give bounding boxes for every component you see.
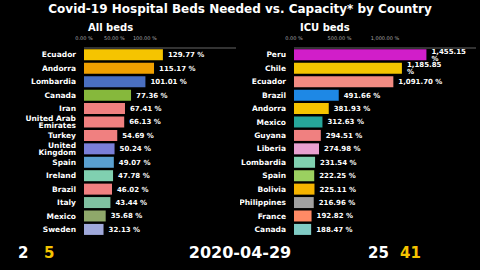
svg-text:225.11 %: 225.11 % xyxy=(319,186,355,194)
svg-text:192.82 %: 192.82 % xyxy=(317,212,353,220)
svg-text:231.54 %: 231.54 % xyxy=(320,159,356,167)
svg-text:101.01 %: 101.01 % xyxy=(150,78,186,86)
svg-text:50.00 %: 50.00 % xyxy=(104,36,125,41)
html-text:1,455.15: 1,455.15 xyxy=(431,47,466,56)
svg-text:129.77 %: 129.77 % xyxy=(168,51,204,59)
svg-text:Guyana: Guyana xyxy=(254,131,286,140)
svg-text:491.66 %: 491.66 % xyxy=(344,92,380,100)
svg-text:Canada: Canada xyxy=(45,91,76,100)
svg-text:43.44 %: 43.44 % xyxy=(115,199,147,207)
svg-text:274.98 %: 274.98 % xyxy=(324,145,360,153)
html-text:25: 25 xyxy=(368,244,389,262)
svg-text:49.07 %: 49.07 % xyxy=(119,159,151,167)
svg-text:Bolivia: Bolivia xyxy=(257,185,286,194)
svg-text:Liberia: Liberia xyxy=(257,144,286,153)
svg-text:United ArabEmirates: United ArabEmirates xyxy=(25,114,76,131)
svg-text:Peru: Peru xyxy=(266,50,286,59)
svg-text:Chile: Chile xyxy=(265,64,286,73)
svg-text:Ecuador: Ecuador xyxy=(252,77,286,86)
svg-text:Ecuador: Ecuador xyxy=(42,50,76,59)
svg-text:Iran: Iran xyxy=(59,104,76,113)
svg-text:Turkey: Turkey xyxy=(48,131,76,140)
svg-text:Andorra: Andorra xyxy=(42,64,76,73)
svg-text:77.36 %: 77.36 % xyxy=(136,92,168,100)
svg-text:381.93 %: 381.93 % xyxy=(334,105,370,113)
html-text:2: 2 xyxy=(18,244,29,262)
svg-text:1,000.00 %: 1,000.00 % xyxy=(371,36,400,41)
svg-text:UnitedKingdom: UnitedKingdom xyxy=(39,141,77,158)
svg-text:Spain: Spain xyxy=(52,158,76,167)
svg-text:Mexico: Mexico xyxy=(46,212,76,221)
svg-text:0.00 %: 0.00 % xyxy=(75,36,93,41)
svg-text:216.96 %: 216.96 % xyxy=(319,199,355,207)
svg-text:32.13 %: 32.13 % xyxy=(109,226,141,234)
svg-text:Sweden: Sweden xyxy=(43,225,76,234)
svg-text:Philippines: Philippines xyxy=(240,198,287,207)
svg-text:294.51 %: 294.51 % xyxy=(326,132,362,140)
svg-text:50.24 %: 50.24 % xyxy=(120,145,152,153)
html-text:All beds: All beds xyxy=(88,22,134,33)
html-text:5: 5 xyxy=(44,244,55,262)
svg-text:54.69 %: 54.69 % xyxy=(122,132,154,140)
svg-text:100.00 %: 100.00 % xyxy=(133,36,157,41)
svg-text:Italy: Italy xyxy=(57,198,76,207)
svg-text:Ireland: Ireland xyxy=(46,171,76,180)
svg-text:Lombardia: Lombardia xyxy=(241,158,286,167)
svg-text:500.00 %: 500.00 % xyxy=(328,36,352,41)
svg-text:35.68 %: 35.68 % xyxy=(111,212,143,220)
svg-text:Mexico: Mexico xyxy=(256,118,286,127)
html-text:2020-04-29: 2020-04-29 xyxy=(188,243,292,262)
svg-text:115.17 %: 115.17 % xyxy=(159,65,195,73)
svg-text:1,185.85%: 1,185.85% xyxy=(407,61,442,76)
html-text:41: 41 xyxy=(400,244,421,262)
svg-text:47.78 %: 47.78 % xyxy=(118,172,150,180)
svg-text:Brazil: Brazil xyxy=(52,185,76,194)
svg-text:Lombardia: Lombardia xyxy=(31,77,76,86)
html-text:ICU beds: ICU beds xyxy=(300,22,350,33)
svg-text:1,091.70 %: 1,091.70 % xyxy=(398,78,442,86)
svg-text:Spain: Spain xyxy=(262,171,286,180)
svg-text:67.41 %: 67.41 % xyxy=(130,105,162,113)
html-text:Covid-19 Hospital Beds Needed: Covid-19 Hospital Beds Needed vs. Capaci… xyxy=(48,2,432,16)
svg-text:Andorra: Andorra xyxy=(252,104,286,113)
svg-text:France: France xyxy=(258,212,286,221)
svg-text:66.13 %: 66.13 % xyxy=(129,118,161,126)
svg-text:0.00 %: 0.00 % xyxy=(285,36,303,41)
svg-text:46.02 %: 46.02 % xyxy=(117,186,149,194)
svg-text:188.47 %: 188.47 % xyxy=(316,226,352,234)
svg-text:222.25 %: 222.25 % xyxy=(319,172,355,180)
svg-text:312.63 %: 312.63 % xyxy=(327,118,363,126)
svg-text:Brazil: Brazil xyxy=(262,91,286,100)
svg-text:Canada: Canada xyxy=(255,225,286,234)
